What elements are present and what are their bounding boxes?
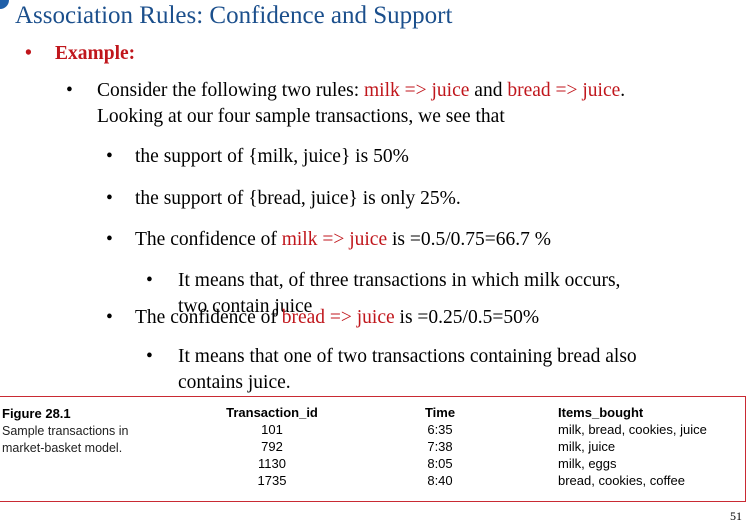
bullet-marker: • <box>146 346 153 367</box>
confidence-bread-explanation-2: contains juice. <box>178 372 291 393</box>
intro-line: Consider the following two rules: milk =… <box>97 77 625 105</box>
rule-bread-juice: bread => juice <box>507 80 621 101</box>
figure-caption-line1: Sample transactions in <box>2 424 129 438</box>
confidence-text: The confidence of <box>135 229 282 250</box>
header-items-bought: Items_bought <box>558 405 644 420</box>
figure-box: Figure 28.1 Sample transactions in marke… <box>0 396 746 502</box>
cell-transaction-id: 101 <box>261 422 283 437</box>
bullet-marker: • <box>106 307 113 328</box>
bullet-marker: • <box>66 80 73 101</box>
support-milk-juice: the support of {milk, juice} is 50% <box>135 146 409 167</box>
cell-items-bought: milk, bread, cookies, juice <box>558 422 707 437</box>
rule-milk-juice: milk => juice <box>281 229 388 250</box>
cell-transaction-id: 792 <box>261 439 283 454</box>
intro-line-2: Looking at our four sample transactions,… <box>97 106 505 127</box>
cell-time: 6:35 <box>427 422 453 437</box>
rule-bread-juice: bread => juice <box>281 307 395 328</box>
bullet-marker: • <box>106 229 113 250</box>
intro-text: Consider the following two rules: <box>97 80 365 101</box>
slide-title: Association Rules: Confidence and Suppor… <box>15 2 453 29</box>
confidence-milk-juice: The confidence of milk => juice is =0.5/… <box>135 226 551 254</box>
figure-number: Figure 28.1 <box>2 406 71 421</box>
cell-time: 7:38 <box>427 439 453 454</box>
confidence-text: The confidence of <box>135 307 282 328</box>
confidence-bread-juice: The confidence of bread => juice is =0.2… <box>135 304 539 332</box>
support-bread-juice: the support of {bread, juice} is only 25… <box>135 188 461 209</box>
figure-caption-line2: market-basket model. <box>2 441 123 455</box>
confidence-value: is =0.25/0.5=50% <box>394 307 540 328</box>
slide-corner-mark <box>0 0 9 9</box>
cell-items-bought: milk, eggs <box>558 456 617 471</box>
bullet-marker: • <box>146 270 153 291</box>
cell-time: 8:40 <box>427 473 453 488</box>
header-transaction-id: Transaction_id <box>226 405 318 420</box>
page-number: 51 <box>730 509 742 523</box>
intro-and: and <box>469 80 508 101</box>
cell-time: 8:05 <box>427 456 453 471</box>
bullet-marker: • <box>106 146 113 167</box>
cell-items-bought: bread, cookies, coffee <box>558 473 685 488</box>
bullet-marker: • <box>106 188 113 209</box>
intro-dot: . <box>620 80 626 101</box>
cell-transaction-id: 1735 <box>257 473 287 488</box>
rule-milk-juice: milk => juice <box>364 80 470 101</box>
cell-items-bought: milk, juice <box>558 439 616 454</box>
confidence-milk-explanation: It means that, of three transactions in … <box>178 270 621 291</box>
example-label: Example: <box>55 43 136 64</box>
header-time: Time <box>424 405 456 420</box>
confidence-bread-explanation: It means that one of two transactions co… <box>178 346 637 367</box>
cell-transaction-id: 1130 <box>258 456 286 471</box>
bullet-marker: • <box>25 43 32 64</box>
confidence-milk-explanation-2: two contain juice <box>178 296 313 317</box>
confidence-value: is =0.5/0.75=66.7 % <box>387 229 552 250</box>
